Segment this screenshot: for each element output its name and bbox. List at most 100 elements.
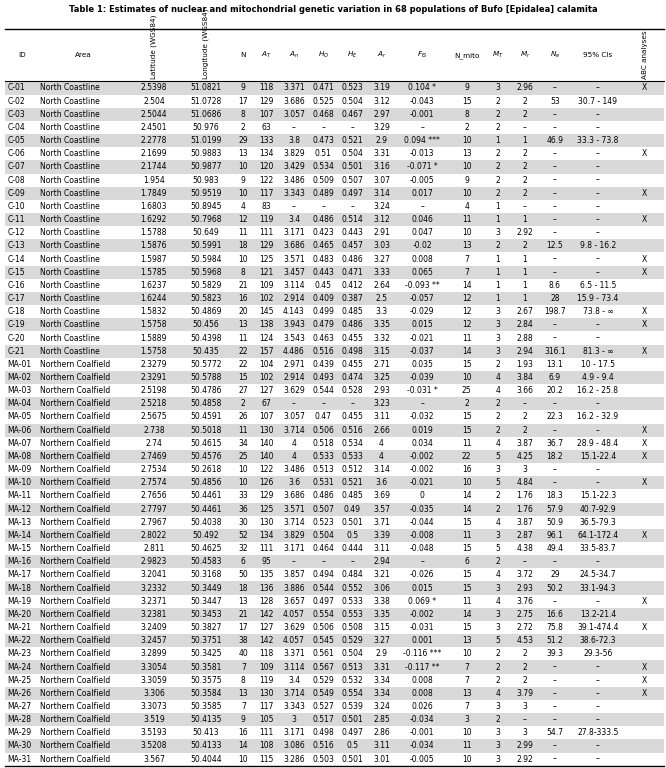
Bar bbox=[5, 727, 664, 740]
Text: X: X bbox=[642, 623, 647, 632]
Text: 2.7656: 2.7656 bbox=[141, 492, 167, 501]
Text: 50.4583: 50.4583 bbox=[190, 558, 221, 566]
Text: Northern Coalfield: Northern Coalfield bbox=[41, 597, 111, 606]
Text: 0.533: 0.533 bbox=[342, 452, 363, 461]
Text: 2: 2 bbox=[496, 110, 500, 119]
Text: 4.38: 4.38 bbox=[517, 544, 533, 553]
Text: 0.531: 0.531 bbox=[312, 478, 334, 487]
Text: 3.4: 3.4 bbox=[288, 676, 300, 684]
Text: 2.7574: 2.7574 bbox=[141, 478, 167, 487]
Text: 4: 4 bbox=[496, 518, 500, 527]
Text: 13: 13 bbox=[238, 320, 248, 329]
Text: 0.5: 0.5 bbox=[346, 531, 358, 540]
Text: C-17: C-17 bbox=[7, 294, 25, 303]
Bar bbox=[5, 647, 664, 660]
Text: Longitude (WGS84): Longitude (WGS84) bbox=[202, 8, 209, 79]
Text: C-11: C-11 bbox=[7, 215, 25, 224]
Text: 50.4135: 50.4135 bbox=[190, 715, 221, 724]
Text: 3.87: 3.87 bbox=[517, 518, 533, 527]
Bar bbox=[5, 424, 664, 437]
Text: –: – bbox=[553, 268, 557, 276]
Text: 15: 15 bbox=[462, 360, 472, 369]
Text: MA-16: MA-16 bbox=[7, 558, 31, 566]
Text: –: – bbox=[553, 715, 557, 724]
Bar bbox=[5, 713, 664, 727]
Text: MA-12: MA-12 bbox=[7, 505, 31, 514]
Text: 3.457: 3.457 bbox=[283, 268, 305, 276]
Text: 1.6803: 1.6803 bbox=[141, 202, 167, 211]
Text: 3.371: 3.371 bbox=[283, 84, 305, 92]
Text: $M_r$: $M_r$ bbox=[519, 50, 530, 61]
Text: 16: 16 bbox=[462, 465, 472, 474]
Text: North Coastline: North Coastline bbox=[41, 136, 100, 145]
Text: 4.53: 4.53 bbox=[517, 636, 533, 645]
Text: X: X bbox=[642, 531, 647, 540]
Text: 120: 120 bbox=[260, 163, 274, 171]
Text: –: – bbox=[596, 478, 600, 487]
Text: 16: 16 bbox=[238, 728, 248, 737]
Text: 3.2332: 3.2332 bbox=[141, 584, 167, 593]
Text: Northern Coalfield: Northern Coalfield bbox=[41, 531, 111, 540]
Bar bbox=[5, 371, 664, 384]
Text: 111: 111 bbox=[260, 728, 274, 737]
Text: 2.5: 2.5 bbox=[376, 294, 388, 303]
Text: 3: 3 bbox=[496, 346, 500, 356]
Text: 3: 3 bbox=[523, 702, 527, 711]
Text: –: – bbox=[596, 268, 600, 276]
Text: X: X bbox=[642, 215, 647, 224]
Text: 2.7967: 2.7967 bbox=[141, 518, 167, 527]
Text: 50.4786: 50.4786 bbox=[190, 386, 221, 396]
Text: –: – bbox=[596, 663, 600, 671]
Text: -0.093 **: -0.093 ** bbox=[405, 281, 440, 290]
Text: 14: 14 bbox=[462, 610, 472, 619]
Text: 0.534: 0.534 bbox=[342, 439, 363, 448]
Text: 3.03: 3.03 bbox=[373, 241, 390, 250]
Text: 0.423: 0.423 bbox=[312, 228, 334, 237]
Text: X: X bbox=[642, 346, 647, 356]
Text: 0.026: 0.026 bbox=[412, 702, 433, 711]
Text: –: – bbox=[350, 399, 354, 409]
Text: 1.5758: 1.5758 bbox=[141, 320, 167, 329]
Text: 3.69: 3.69 bbox=[373, 492, 390, 501]
Text: 3.6: 3.6 bbox=[376, 478, 388, 487]
Text: 0.387: 0.387 bbox=[342, 294, 363, 303]
Text: 2: 2 bbox=[523, 425, 527, 435]
Text: North Coastline: North Coastline bbox=[41, 268, 100, 276]
Text: 0.507: 0.507 bbox=[312, 505, 334, 514]
Text: -0.02: -0.02 bbox=[412, 241, 432, 250]
Text: –: – bbox=[553, 465, 557, 474]
Text: 11: 11 bbox=[462, 531, 472, 540]
Text: 0.529: 0.529 bbox=[312, 676, 334, 684]
Text: 40: 40 bbox=[238, 649, 248, 658]
Text: -0.117 **: -0.117 ** bbox=[405, 663, 440, 671]
Text: 51.0199: 51.0199 bbox=[190, 136, 221, 145]
Text: 0.457: 0.457 bbox=[342, 241, 363, 250]
Bar bbox=[5, 437, 664, 450]
Text: 3: 3 bbox=[292, 715, 296, 724]
Text: –: – bbox=[292, 399, 296, 409]
Text: 3.2457: 3.2457 bbox=[141, 636, 167, 645]
Text: 0.512: 0.512 bbox=[342, 465, 363, 474]
Text: 15: 15 bbox=[462, 623, 472, 632]
Text: 2: 2 bbox=[523, 176, 527, 184]
Text: 0.501: 0.501 bbox=[342, 163, 363, 171]
Text: 50: 50 bbox=[238, 571, 248, 579]
Text: –: – bbox=[553, 189, 557, 198]
Text: 15: 15 bbox=[462, 518, 472, 527]
Text: C-08: C-08 bbox=[7, 176, 25, 184]
Text: –: – bbox=[553, 84, 557, 92]
Text: 11: 11 bbox=[238, 228, 248, 237]
Text: -0.001: -0.001 bbox=[410, 110, 434, 119]
Text: 36: 36 bbox=[238, 505, 248, 514]
Text: –: – bbox=[553, 123, 557, 132]
Text: 125: 125 bbox=[260, 505, 274, 514]
Text: 0.45: 0.45 bbox=[314, 281, 332, 290]
Text: 0.494: 0.494 bbox=[312, 571, 334, 579]
Text: MA-20: MA-20 bbox=[7, 610, 31, 619]
Text: 3: 3 bbox=[523, 465, 527, 474]
Text: 0.015: 0.015 bbox=[412, 320, 433, 329]
Text: C-01: C-01 bbox=[7, 84, 25, 92]
Text: –: – bbox=[420, 202, 424, 211]
Text: C-09: C-09 bbox=[7, 189, 25, 198]
Text: –: – bbox=[596, 465, 600, 474]
